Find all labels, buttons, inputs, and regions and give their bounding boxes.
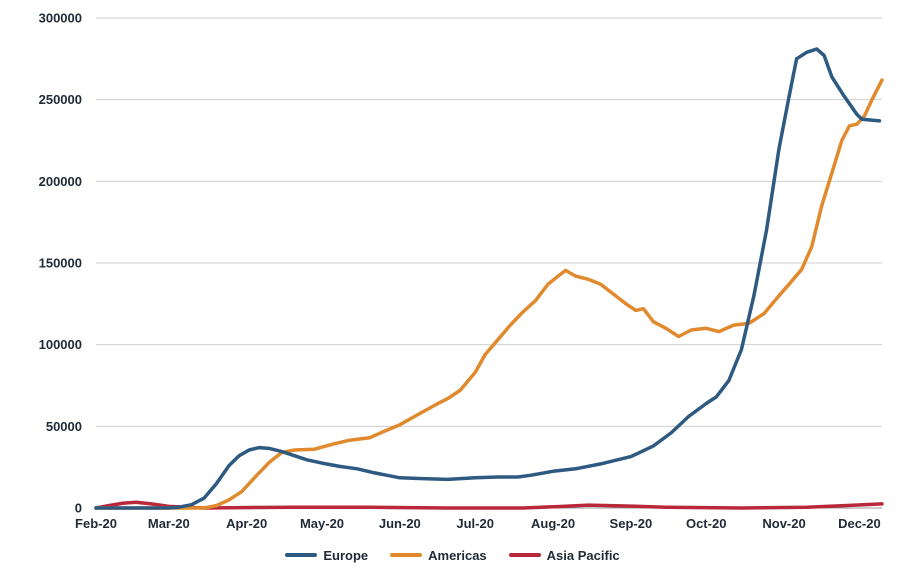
x-tick-label-jul-20: Jul-20 <box>456 516 494 531</box>
y-tick-label-50000: 50000 <box>46 419 82 434</box>
legend-swatch-europe <box>285 553 318 557</box>
legend-label-europe: Europe <box>323 547 369 563</box>
chart-legend: Europe Americas Asia Pacific <box>0 545 905 565</box>
x-tick-label-nov-20: Nov-20 <box>762 516 805 531</box>
x-tick-label-feb-20: Feb-20 <box>75 516 117 531</box>
y-tick-label-150000: 150000 <box>39 256 82 271</box>
x-tick-label-jun-20: Jun-20 <box>379 516 421 531</box>
series-line-europe <box>94 47 882 510</box>
legend-item-americas: Americas <box>390 548 487 563</box>
legend-label-americas: Americas <box>428 547 487 563</box>
x-tick-label-sep-20: Sep-20 <box>610 516 653 531</box>
y-tick-label-0: 0 <box>75 501 82 516</box>
series-line-americas <box>94 78 884 510</box>
x-tick-label-may-20: May-20 <box>300 516 344 531</box>
legend-swatch-americas <box>390 553 423 557</box>
y-tick-label-300000: 300000 <box>39 11 82 26</box>
x-tick-label-apr-20: Apr-20 <box>226 516 267 531</box>
legend-item-asia-pacific: Asia Pacific <box>508 547 620 563</box>
y-tick-label-100000: 100000 <box>39 337 82 352</box>
x-tick-label-oct-20: Oct-20 <box>686 516 726 531</box>
x-tick-label-mar-20: Mar-20 <box>148 516 190 531</box>
x-tick-label-aug-20: Aug-20 <box>531 516 575 531</box>
legend-item-europe: Europe <box>285 548 368 563</box>
legend-swatch-asia-pacific <box>508 553 541 557</box>
y-tick-label-200000: 200000 <box>39 174 82 189</box>
legend-label-asia-pacific: Asia Pacific <box>546 547 620 563</box>
y-tick-label-250000: 250000 <box>39 92 82 107</box>
series-line-asia-pacific <box>94 500 884 510</box>
x-tick-label-dec-20: Dec-20 <box>838 516 881 531</box>
